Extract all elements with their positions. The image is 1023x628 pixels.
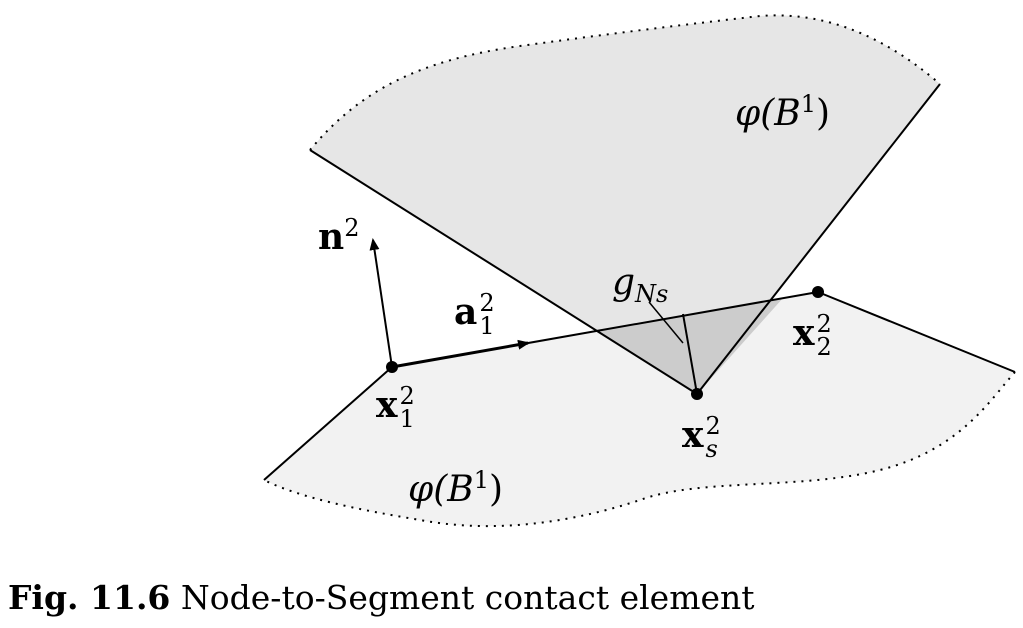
upper-body-label-base: B bbox=[774, 93, 801, 134]
normal-label-sup: 2 bbox=[344, 214, 360, 242]
node-x1-label-sub: 1 bbox=[399, 404, 415, 433]
gap-label-base: g bbox=[612, 262, 636, 303]
node-x2-dot bbox=[812, 286, 824, 298]
tangent-label-base: a bbox=[454, 290, 478, 333]
node-x1-label-base: x bbox=[376, 383, 398, 426]
upper-body-right-edge bbox=[696, 83, 941, 395]
lower-body-label-sup: 1 bbox=[473, 466, 490, 494]
gap-leader-line bbox=[648, 301, 684, 344]
figure-caption: Fig. 11.6 Node-to-Segment contact elemen… bbox=[8, 578, 755, 617]
lower-body-label-suffix: ) bbox=[489, 469, 504, 510]
normal-label-base: n bbox=[318, 216, 345, 258]
tangent-label-sup: 2 bbox=[479, 289, 495, 317]
node-xs-label-sub: s bbox=[705, 434, 718, 463]
upper-body-label-sup: 1 bbox=[800, 90, 817, 118]
upper-body-dotted-boundary bbox=[309, 14, 941, 151]
node-xs-label-sup: 2 bbox=[705, 412, 721, 440]
node-x2-label-sub: 2 bbox=[816, 332, 832, 361]
lower-body-region bbox=[264, 292, 1015, 527]
node-x2-label-base: x bbox=[793, 311, 815, 354]
lower-body-label: φ(B1) bbox=[408, 468, 503, 508]
tangent-label-sub: 1 bbox=[479, 311, 495, 340]
gap-projection-line bbox=[682, 313, 698, 395]
normal-vector-label: n2 bbox=[318, 216, 359, 256]
lower-body-right-edge bbox=[817, 291, 1016, 373]
upper-body-label: φ(B1) bbox=[735, 92, 830, 132]
gap-label-sub: Ns bbox=[635, 280, 669, 309]
lower-body-left-edge bbox=[263, 366, 393, 481]
lower-body-label-base: B bbox=[447, 469, 474, 510]
node-xs-dot bbox=[691, 388, 703, 400]
upper-body-left-edge bbox=[309, 149, 698, 395]
gap-label: gNs bbox=[612, 262, 669, 309]
normal-vector-arrow bbox=[369, 238, 393, 368]
upper-body-region bbox=[310, 15, 940, 394]
node-x2-label-sup: 2 bbox=[816, 310, 832, 338]
upper-body-label-prefix: φ( bbox=[735, 93, 775, 134]
node-x1-label-sup: 2 bbox=[399, 382, 415, 410]
upper-body-label-suffix: ) bbox=[816, 93, 831, 134]
node-xs-label-base: x bbox=[682, 413, 704, 456]
node-x1-dot bbox=[386, 361, 398, 373]
caption-number: Fig. 11.6 bbox=[8, 578, 171, 617]
tangent-vector-arrow bbox=[391, 339, 530, 369]
contact-diagram bbox=[263, 14, 1016, 528]
lower-body-label-prefix: φ( bbox=[408, 469, 448, 510]
caption-text: Node-to-Segment contact element bbox=[180, 578, 755, 617]
